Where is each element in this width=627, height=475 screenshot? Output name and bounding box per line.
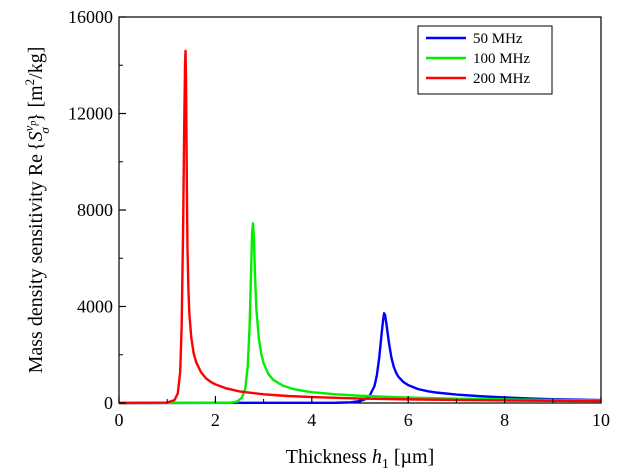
legend: 50 MHz 100 MHz 200 MHz: [417, 25, 553, 95]
y-tick-label: 8000: [77, 200, 113, 220]
legend-label-50-mhz: 50 MHz: [473, 31, 523, 47]
x-tick-label: 8: [500, 410, 509, 430]
x-tick-label: 6: [404, 410, 413, 430]
legend-label-200-mhz: 200 MHz: [473, 71, 530, 87]
x-tick-label: 2: [211, 410, 220, 430]
y-axis-label: Mass density sensitivity Re{Svpσ} [m2/kg…: [21, 47, 52, 374]
y-tick-label: 0: [104, 393, 113, 413]
ticks-layer: 0 2 4 6 8 10 0 4000 8000 12000 16000: [68, 7, 610, 430]
legend-items: 50 MHz 100 MHz 200 MHz: [426, 31, 530, 87]
x-axis-label: Thickness h1 [µm]: [286, 446, 435, 472]
series-line-100-mhz: [118, 222, 602, 405]
x-tick-label: 4: [307, 410, 316, 430]
y-tick-label: 12000: [68, 104, 113, 124]
series-line-200-mhz: [118, 49, 602, 405]
legend-label-100-mhz: 100 MHz: [473, 51, 530, 67]
plot-area: 0 2 4 6 8 10 0 4000 8000 12000 16000: [68, 7, 610, 430]
series-layer: [118, 49, 602, 405]
x-tick-label: 0: [115, 410, 124, 430]
x-tick-label: 10: [592, 410, 610, 430]
y-tick-label: 16000: [68, 7, 113, 27]
y-tick-label: 4000: [77, 297, 113, 317]
